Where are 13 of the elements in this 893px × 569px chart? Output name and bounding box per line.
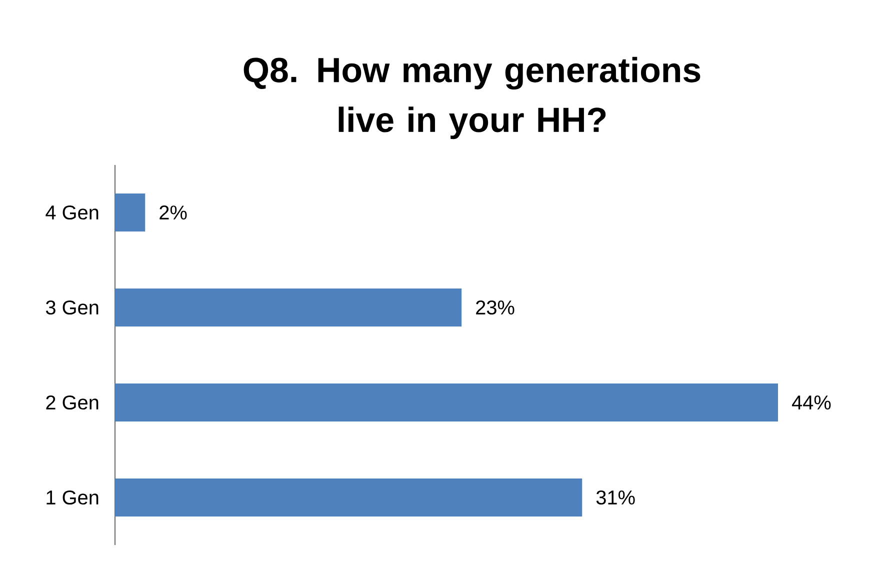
y-tick-label: 1 Gen — [46, 490, 98, 505]
data-label: 31% — [596, 490, 635, 505]
bar — [115, 384, 778, 422]
bar — [115, 288, 462, 327]
bar — [115, 478, 582, 517]
data-label: 2% — [160, 205, 187, 220]
y-tick-label: 3 Gen — [46, 300, 98, 315]
y-tick-label: 4 Gen — [46, 205, 98, 220]
data-label: 23% — [476, 300, 514, 315]
chart-title: Q8. How many generations live in your HH? — [244, 56, 700, 140]
y-tick-label: 2 Gen — [46, 395, 98, 410]
data-label: 44% — [792, 396, 831, 410]
bar — [115, 194, 146, 232]
